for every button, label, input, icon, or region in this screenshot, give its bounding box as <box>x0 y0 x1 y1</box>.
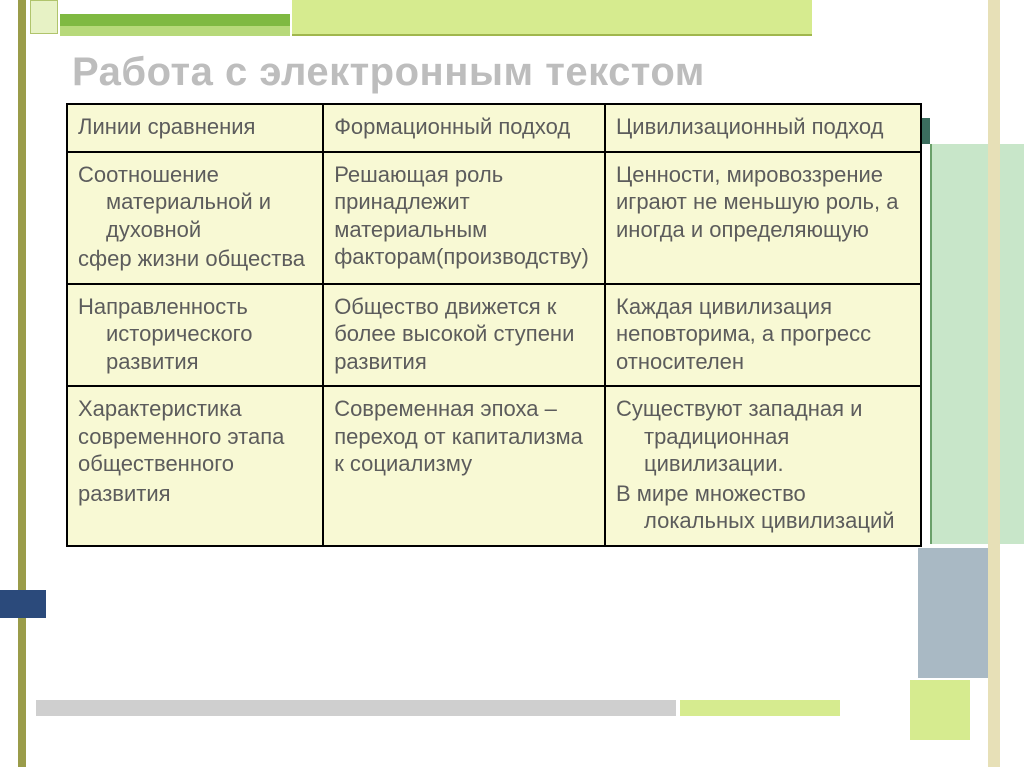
table-cell: Существуют западная и традиционная цивил… <box>605 386 921 546</box>
decor-right-bluegray <box>918 548 998 678</box>
decor-top-green-dark <box>60 14 290 26</box>
decor-bottom-navy <box>0 590 46 618</box>
table-cell: Характеристика современного этапа общест… <box>67 386 323 546</box>
decor-left-olive-bar <box>18 0 26 767</box>
slide-title: Работа с электронным текстом <box>66 40 922 103</box>
header-cell: Формационный подход <box>323 104 605 152</box>
cell-text: сфер жизни общества <box>78 245 312 273</box>
table-cell: Решающая роль принадлежит материальным ф… <box>323 152 605 284</box>
comparison-table: Линии сравнения Формационный подход Циви… <box>66 103 922 547</box>
table-cell: Современная эпоха – переход от капитализ… <box>323 386 605 546</box>
cell-text: Характеристика современного этапа общест… <box>78 395 312 478</box>
table-cell: Ценности, мировоззрение играют не меньшу… <box>605 152 921 284</box>
cell-text: В мире множество локальных цивилизаций <box>616 480 910 535</box>
table-cell: Направленность исторического развития <box>67 284 323 387</box>
decor-top-lime-bar <box>292 0 812 36</box>
table-row: Соотношение материальной и духовной сфер… <box>67 152 921 284</box>
table-cell: Общество движется к более высокой ступен… <box>323 284 605 387</box>
decor-right-lightgreen-panel <box>930 144 1024 544</box>
table-row: Направленность исторического развития Об… <box>67 284 921 387</box>
table-cell: Соотношение материальной и духовной сфер… <box>67 152 323 284</box>
cell-text: Существуют западная и традиционная цивил… <box>616 395 910 478</box>
cell-text: Соотношение материальной и духовной <box>78 161 312 244</box>
table-header-row: Линии сравнения Формационный подход Циви… <box>67 104 921 152</box>
cell-text: Направленность исторического развития <box>78 293 312 376</box>
slide-content: Работа с электронным текстом Линии сравн… <box>66 40 922 547</box>
decor-right-edge-bar <box>988 0 1000 767</box>
cell-text: развития <box>78 480 312 508</box>
decor-top-green-light <box>60 26 290 36</box>
decor-bottom-gray-bar <box>36 700 676 716</box>
header-cell: Линии сравнения <box>67 104 323 152</box>
table-cell: Каждая цивилизация неповторима, а прогре… <box>605 284 921 387</box>
decor-bottom-lime-bar <box>680 700 840 716</box>
header-cell: Цивилизационный подход <box>605 104 921 152</box>
decor-top-small-lime <box>30 0 58 34</box>
table-row: Характеристика современного этапа общест… <box>67 386 921 546</box>
decor-right-lime-tail <box>910 680 970 740</box>
